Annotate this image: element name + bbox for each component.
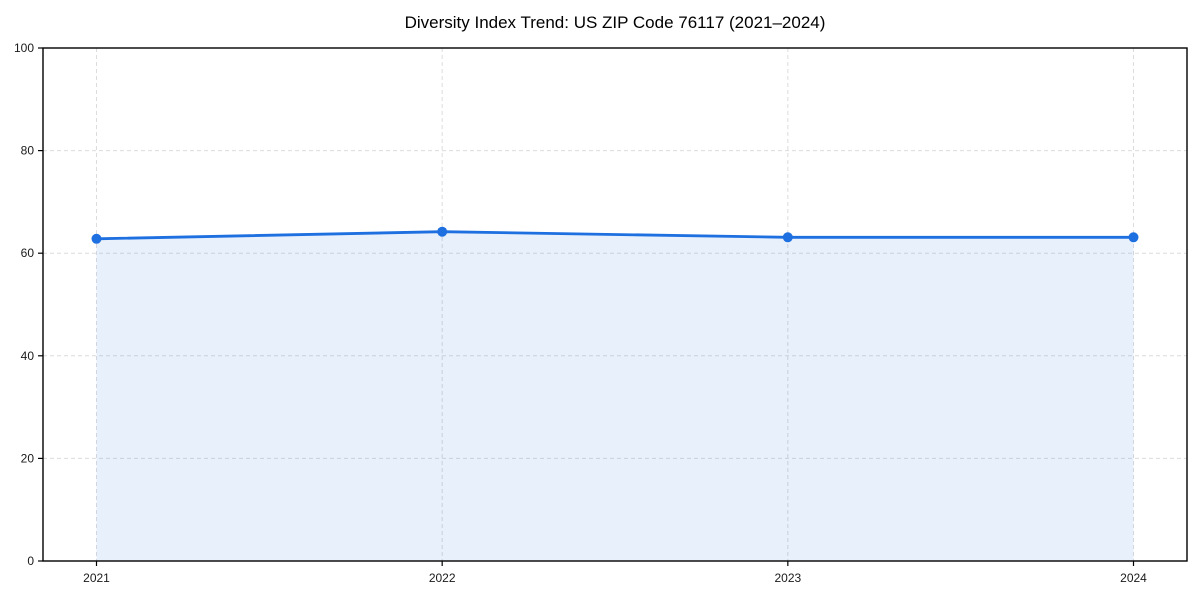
svg-text:2022: 2022 [429,571,456,585]
svg-text:2023: 2023 [774,571,801,585]
y-axis-tick-labels: 0 20 40 60 80 100 [14,41,34,568]
axis-tick-marks [38,47,1135,566]
svg-text:100: 100 [14,41,34,55]
svg-text:40: 40 [21,349,35,363]
svg-text:2024: 2024 [1120,571,1147,585]
svg-text:0: 0 [27,554,34,568]
data-point-markers [91,226,1139,244]
svg-text:80: 80 [21,144,35,158]
svg-text:20: 20 [21,451,35,465]
svg-text:60: 60 [21,246,35,260]
x-axis-tick-labels: 2021 2022 2023 2024 [83,571,1147,585]
trend-line [95,230,1135,241]
svg-text:2021: 2021 [83,571,110,585]
plot-gridlines [43,48,1187,561]
chart-title: Diversity Index Trend: US ZIP Code 76117… [404,13,826,32]
plot-border [42,47,1188,562]
area-fill [96,231,1134,561]
